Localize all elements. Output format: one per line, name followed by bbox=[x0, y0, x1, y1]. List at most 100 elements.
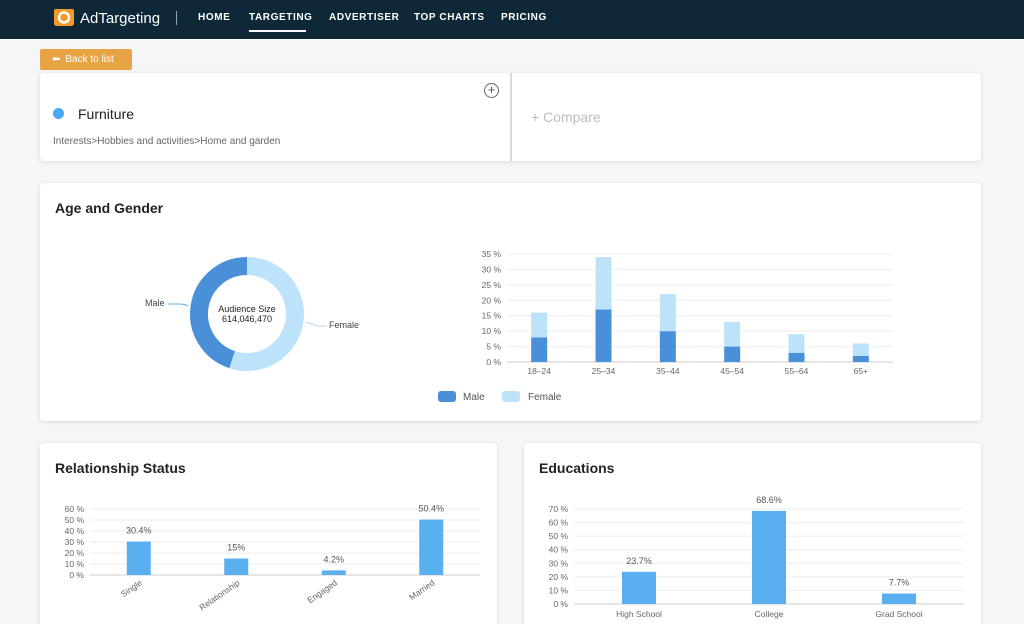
donut-center-value: 614,046,470 bbox=[222, 314, 272, 324]
education-y-tick-label: 0 % bbox=[553, 599, 568, 609]
age-x-tick-label: 25–34 bbox=[592, 366, 616, 376]
relationship-x-tick-label: Single bbox=[119, 577, 144, 599]
relationship-bar bbox=[321, 570, 346, 575]
education-y-tick-label: 50 % bbox=[549, 531, 569, 541]
donut-center-label: Audience Size bbox=[218, 304, 276, 314]
age-y-tick-label: 35 % bbox=[482, 249, 502, 259]
education-bar bbox=[882, 593, 916, 604]
age-bar-male bbox=[724, 346, 741, 362]
age-x-tick-label: 35–44 bbox=[656, 366, 680, 376]
education-x-tick-label: High School bbox=[616, 609, 662, 619]
age-x-tick-label: 55–64 bbox=[785, 366, 809, 376]
relationship-bar bbox=[224, 558, 249, 575]
education-bar bbox=[752, 510, 786, 604]
donut-slice-female bbox=[229, 257, 304, 371]
relationship-y-tick-label: 20 % bbox=[65, 548, 85, 558]
female-leader-line bbox=[305, 321, 327, 327]
age-y-tick-label: 5 % bbox=[486, 342, 501, 352]
relationship-title: Relationship Status bbox=[55, 460, 186, 476]
educations-card: Educations 0 % 10 % 20 % 30 % 40 % 50 % 60 % 70… bbox=[524, 443, 981, 624]
education-y-tick-label: 40 % bbox=[549, 545, 569, 555]
compare-divider bbox=[510, 73, 512, 161]
education-x-tick-label: Grad School bbox=[875, 609, 922, 619]
relationship-bar bbox=[419, 519, 444, 575]
educations-title: Educations bbox=[539, 460, 615, 476]
relationship-bar bbox=[126, 541, 151, 575]
education-y-tick-label: 30 % bbox=[549, 558, 569, 568]
relationship-chart: 0 %10 %20 %30 %40 %50 %60 % 30.4% Single 15… bbox=[65, 504, 480, 612]
education-data-label: 68.6% bbox=[756, 495, 782, 505]
age-bar-male bbox=[659, 331, 676, 362]
relationship-status-card: Relationship Status 0 % 10 % 20 % 30 % 40 % 5… bbox=[40, 443, 497, 624]
age-gender-card: Age and Gender Audience Size 614,046,470 M… bbox=[40, 183, 981, 421]
age-bar-female bbox=[531, 312, 548, 338]
age-x-tick-label: 45–54 bbox=[720, 366, 744, 376]
relationship-y-tick-label: 30 % bbox=[65, 537, 85, 547]
female-slice-label: Female bbox=[329, 320, 359, 330]
educations-chart: 0 % 10 % 20 % 30 % 40 % 50 % 60 % 70 % 23.7% High… bbox=[549, 495, 964, 619]
age-y-tick-label: 10 % bbox=[482, 326, 502, 336]
relationship-data-label: 50.4% bbox=[418, 504, 444, 514]
legend-female-label: Female bbox=[528, 392, 562, 403]
back-arrow-icon: ⬅ bbox=[52, 54, 61, 65]
nav-targeting[interactable]: TARGETING bbox=[249, 12, 313, 23]
male-leader-line bbox=[168, 303, 189, 307]
age-bar-male bbox=[595, 309, 612, 362]
top-navigation-bar: AdTargeting HOME TARGETING ADVERTISER TO… bbox=[0, 0, 1024, 39]
age-y-tick-label: 25 % bbox=[482, 280, 502, 290]
interest-breadcrumb: Interests>Hobbies and activities>Home an… bbox=[53, 136, 281, 147]
education-y-tick-label: 10 % bbox=[549, 585, 569, 595]
relationship-y-tick-label: 60 % bbox=[65, 504, 85, 514]
nav-home[interactable]: HOME bbox=[198, 12, 231, 23]
education-x-tick-label: College bbox=[755, 609, 784, 619]
education-data-label: 23.7% bbox=[626, 556, 652, 566]
education-y-tick-label: 20 % bbox=[549, 572, 569, 582]
legend-male-label: Male bbox=[463, 392, 485, 403]
add-circle-icon[interactable]: + bbox=[484, 83, 499, 98]
age-bar-female bbox=[724, 321, 741, 347]
education-y-tick-label: 70 % bbox=[549, 504, 569, 514]
relationship-y-tick-label: 50 % bbox=[65, 515, 85, 525]
education-data-label: 7.7% bbox=[889, 578, 910, 588]
brand-name[interactable]: AdTargeting bbox=[80, 10, 161, 27]
age-y-tick-label: 30 % bbox=[482, 264, 502, 274]
interest-title: Furniture bbox=[78, 106, 135, 122]
nav-pricing[interactable]: PRICING bbox=[501, 12, 547, 23]
age-x-tick-label: 18–24 bbox=[527, 366, 551, 376]
age-bar-female bbox=[788, 334, 805, 353]
relationship-y-tick-label: 10 % bbox=[65, 559, 85, 569]
age-bar-female bbox=[659, 294, 676, 332]
age-y-tick-label: 20 % bbox=[482, 295, 502, 305]
interest-color-dot bbox=[53, 108, 64, 119]
legend-male-swatch bbox=[438, 391, 456, 402]
age-bar-female bbox=[595, 257, 612, 310]
age-x-tick-label: 65+ bbox=[854, 366, 868, 376]
education-y-tick-label: 60 % bbox=[549, 518, 569, 528]
back-button-label: Back to list bbox=[65, 54, 114, 65]
age-y-tick-label: 15 % bbox=[482, 311, 502, 321]
age-y-tick-label: 0 % bbox=[486, 357, 501, 367]
nav-top-charts[interactable]: TOP CHARTS bbox=[414, 12, 485, 23]
nav-active-indicator bbox=[249, 30, 306, 32]
age-bar-female bbox=[852, 343, 869, 356]
age-gender-title: Age and Gender bbox=[55, 200, 164, 216]
relationship-data-label: 4.2% bbox=[323, 554, 344, 564]
donut-slice-male bbox=[190, 257, 248, 369]
age-bar-male bbox=[852, 355, 869, 362]
nav-divider bbox=[176, 11, 177, 25]
relationship-data-label: 30.4% bbox=[126, 526, 152, 536]
back-to-list-button[interactable]: ⬅ Back to list bbox=[40, 49, 132, 70]
nav-advertiser[interactable]: ADVERTISER bbox=[329, 12, 400, 23]
relationship-x-tick-label: Relationship bbox=[197, 577, 241, 612]
compare-button[interactable]: + Compare bbox=[531, 109, 601, 125]
legend-female-swatch bbox=[502, 391, 520, 402]
relationship-data-label: 15% bbox=[227, 543, 245, 553]
relationship-y-tick-label: 0 % bbox=[69, 570, 84, 580]
relationship-x-tick-label: Engaged bbox=[305, 577, 339, 605]
male-slice-label: Male bbox=[145, 298, 165, 308]
relationship-y-tick-label: 40 % bbox=[65, 526, 85, 536]
age-bar-male bbox=[788, 352, 805, 362]
relationship-x-tick-label: Married bbox=[407, 577, 437, 602]
logo-icon[interactable] bbox=[52, 6, 76, 30]
